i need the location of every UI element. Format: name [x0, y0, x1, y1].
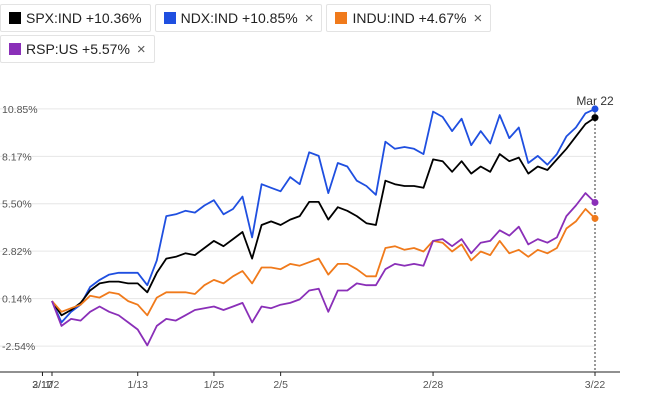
remove-ndx-close-icon[interactable]: ×	[304, 9, 314, 27]
x-tick-label: 2/28	[423, 379, 444, 391]
series-line-rspus	[51, 192, 596, 347]
y-tick-label: -2.54%	[2, 341, 35, 353]
y-tick-label: 2.82%	[2, 246, 32, 258]
legend-row-1: SPX:IND +10.36% NDX:IND +10.85% × INDU:I…	[0, 4, 492, 32]
legend-chip-rsp[interactable]: RSP:US +5.57% ×	[0, 35, 155, 63]
series-line-induind	[51, 208, 596, 317]
end-point-spxind	[591, 114, 599, 122]
y-tick-label: 0.14%	[2, 294, 32, 306]
ndx-swatch-icon	[163, 12, 176, 24]
legend-indu-label: INDU:IND	[352, 10, 415, 26]
remove-rsp-close-icon[interactable]: ×	[136, 40, 146, 58]
y-tick-label: 5.50%	[2, 199, 32, 211]
legend-chip-spx[interactable]: SPX:IND +10.36%	[0, 4, 151, 32]
legend-indu-value: +4.67%	[418, 10, 467, 26]
y-tick-label: 10.85%	[2, 104, 38, 116]
legend-ndx-label: NDX:IND	[180, 10, 239, 26]
legend-spx-value: +10.36%	[85, 10, 142, 26]
end-point-rspus	[591, 198, 599, 206]
x-tick-label: 3/22	[585, 379, 606, 391]
x-tick-label: 1/25	[204, 379, 225, 391]
legend-chip-indu[interactable]: INDU:IND +4.67% ×	[326, 4, 492, 32]
y-tick-label: 8.17%	[2, 151, 32, 163]
legend-rsp-label: RSP:US	[26, 41, 79, 57]
x-tick-label: 1/2	[45, 379, 60, 391]
end-point-induind	[591, 214, 599, 222]
end-point-ndxind	[591, 105, 599, 113]
legend-rsp-value: +5.57%	[82, 41, 130, 57]
legend-row-2: RSP:US +5.57% ×	[0, 35, 155, 63]
series-line-ndxind	[51, 108, 596, 324]
remove-indu-close-icon[interactable]: ×	[473, 9, 483, 27]
x-tick-label: 2/5	[273, 379, 288, 391]
spx-swatch-icon	[9, 12, 21, 24]
legend-chip-ndx[interactable]: NDX:IND +10.85% ×	[154, 4, 323, 32]
x-tick-label: 3/10	[32, 379, 53, 391]
rsp-swatch-icon	[9, 43, 21, 55]
indu-swatch-icon	[335, 12, 348, 24]
x-tick-label: 1/13	[128, 379, 149, 391]
series-line-spxind	[51, 116, 596, 317]
x-tick-label: 2/17	[32, 379, 53, 391]
end-date-label: Mar 22	[576, 94, 614, 108]
legend-ndx-value: +10.85%	[242, 10, 298, 26]
legend-spx-label: SPX:IND	[26, 10, 83, 26]
